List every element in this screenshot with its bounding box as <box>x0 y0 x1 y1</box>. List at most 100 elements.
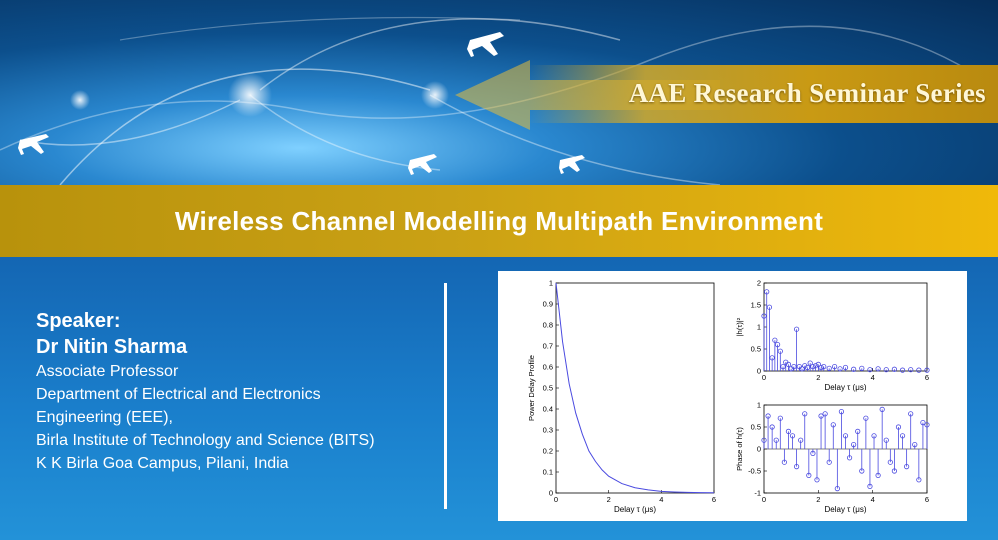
stem-marker <box>838 409 845 415</box>
stem-marker <box>791 364 797 370</box>
speaker-line: K K Birla Goa Campus, Pilani, India <box>36 455 289 472</box>
speaker-line: Engineering (EEE), <box>36 409 173 426</box>
stem-marker <box>802 411 808 417</box>
stem-marker <box>851 366 857 372</box>
y-tick-label: 0.5 <box>751 345 761 354</box>
stem-marker <box>804 364 811 371</box>
stem-marker <box>908 367 914 373</box>
stem-marker <box>855 428 861 434</box>
speaker-line: Birla Institute of Technology and Scienc… <box>36 432 375 449</box>
x-tick-label: 2 <box>607 495 611 504</box>
x-tick-label: 4 <box>871 495 875 504</box>
stem-marker <box>789 433 796 439</box>
x-tick-label: 2 <box>816 495 820 504</box>
stem-marker <box>806 472 812 478</box>
stem-marker <box>875 366 881 372</box>
stem-marker <box>916 477 922 483</box>
stem-marker <box>781 459 787 465</box>
speaker-info: Speaker: Dr Nitin Sharma Associate Profe… <box>36 308 375 475</box>
stem-marker <box>815 361 821 368</box>
stem-marker <box>761 313 767 319</box>
speaker-line: Department of Electrical and Electronics <box>36 386 321 403</box>
y-tick-label: 0.3 <box>543 426 553 435</box>
stem-marker <box>891 468 897 474</box>
stem-marker <box>908 411 914 417</box>
stem-marker <box>814 477 820 483</box>
stem-marker <box>799 366 805 372</box>
y-tick-label: 0.6 <box>543 363 553 372</box>
x-axis-label: Delay τ (μs) <box>825 383 867 392</box>
stem-marker <box>859 468 865 474</box>
stem-marker <box>851 442 857 448</box>
y-axis-label: Power Delay Profile <box>527 355 536 421</box>
x-axis-label: Delay τ (μs) <box>614 505 656 514</box>
stem-marker <box>826 459 832 465</box>
plot-frame <box>555 282 715 494</box>
y-tick-label: 0 <box>757 445 761 454</box>
vertical-divider <box>444 283 447 509</box>
stem-marker <box>867 483 873 489</box>
stem-marker <box>774 342 781 348</box>
stem-marker <box>887 459 893 465</box>
stem-marker <box>807 360 813 366</box>
stem-marker <box>780 364 786 370</box>
y-tick-label: -0.5 <box>748 467 761 476</box>
channel-plots: 0 2 4 6 0 0.1 0.2 0.3 0.4 0.5 0.6 0.7 0.8 0.9 1 Delay τ… <box>527 279 930 514</box>
x-tick-label: 0 <box>762 495 766 504</box>
stem-marker <box>785 361 792 368</box>
stem-marker <box>883 367 889 373</box>
stem-marker <box>895 424 902 430</box>
x-tick-label: 6 <box>925 495 929 504</box>
x-tick-label: 0 <box>554 495 558 504</box>
stem-marker <box>912 442 918 448</box>
y-axis-label: Phase of h(τ) <box>735 427 744 471</box>
stem-marker <box>830 422 836 428</box>
stem-marker <box>765 413 771 419</box>
stem-marker <box>818 413 824 419</box>
stem-marker <box>798 437 804 443</box>
x-tick-label: 6 <box>712 495 716 504</box>
y-tick-label: 1 <box>549 279 553 288</box>
stem-marker <box>899 433 906 439</box>
stem-marker <box>764 289 770 295</box>
y-tick-label: 0.4 <box>543 405 553 414</box>
stem-marker <box>837 366 843 372</box>
y-tick-label: 1.5 <box>751 301 761 310</box>
y-tick-label: 1 <box>757 401 761 410</box>
x-tick-label: 0 <box>762 373 766 382</box>
plot-frame <box>763 282 928 372</box>
stem-marker <box>834 486 840 492</box>
stem-marker <box>777 348 783 354</box>
x-tick-label: 6 <box>925 373 929 382</box>
y-tick-label: 0 <box>757 367 761 376</box>
y-axis-label: |h(τ)|² <box>735 317 744 336</box>
speaker-heading: Speaker: <box>36 310 121 332</box>
y-tick-label: 2 <box>757 279 761 288</box>
stem-marker <box>846 455 853 461</box>
talk-title: Wireless Channel Modelling Multipath Env… <box>174 206 824 236</box>
stem-marker <box>822 411 828 417</box>
stem-marker <box>769 424 775 430</box>
y-tick-label: 0.5 <box>751 423 761 432</box>
y-tick-label: 0.2 <box>543 447 553 456</box>
stem-marker <box>871 433 877 439</box>
stem-marker <box>842 364 849 371</box>
stem-marker <box>810 450 816 456</box>
y-tick-label: 0 <box>549 489 553 498</box>
stem-marker <box>899 367 906 373</box>
stem-marker <box>842 433 849 439</box>
stem-marker <box>916 367 922 373</box>
series-banner-band <box>528 65 998 123</box>
stem-marker <box>761 437 767 443</box>
airplane-icon <box>18 32 585 175</box>
stem-marker <box>924 367 930 373</box>
stem-marker <box>924 422 930 428</box>
stem-marker <box>859 365 865 371</box>
y-tick-label: 0.7 <box>543 342 553 351</box>
stem-marker <box>826 365 832 371</box>
stem-marker <box>793 326 800 332</box>
stem-marker <box>773 437 779 443</box>
y-tick-label: 0.9 <box>543 300 553 309</box>
y-tick-label: 0.1 <box>543 468 553 477</box>
stem-marker <box>883 437 889 443</box>
